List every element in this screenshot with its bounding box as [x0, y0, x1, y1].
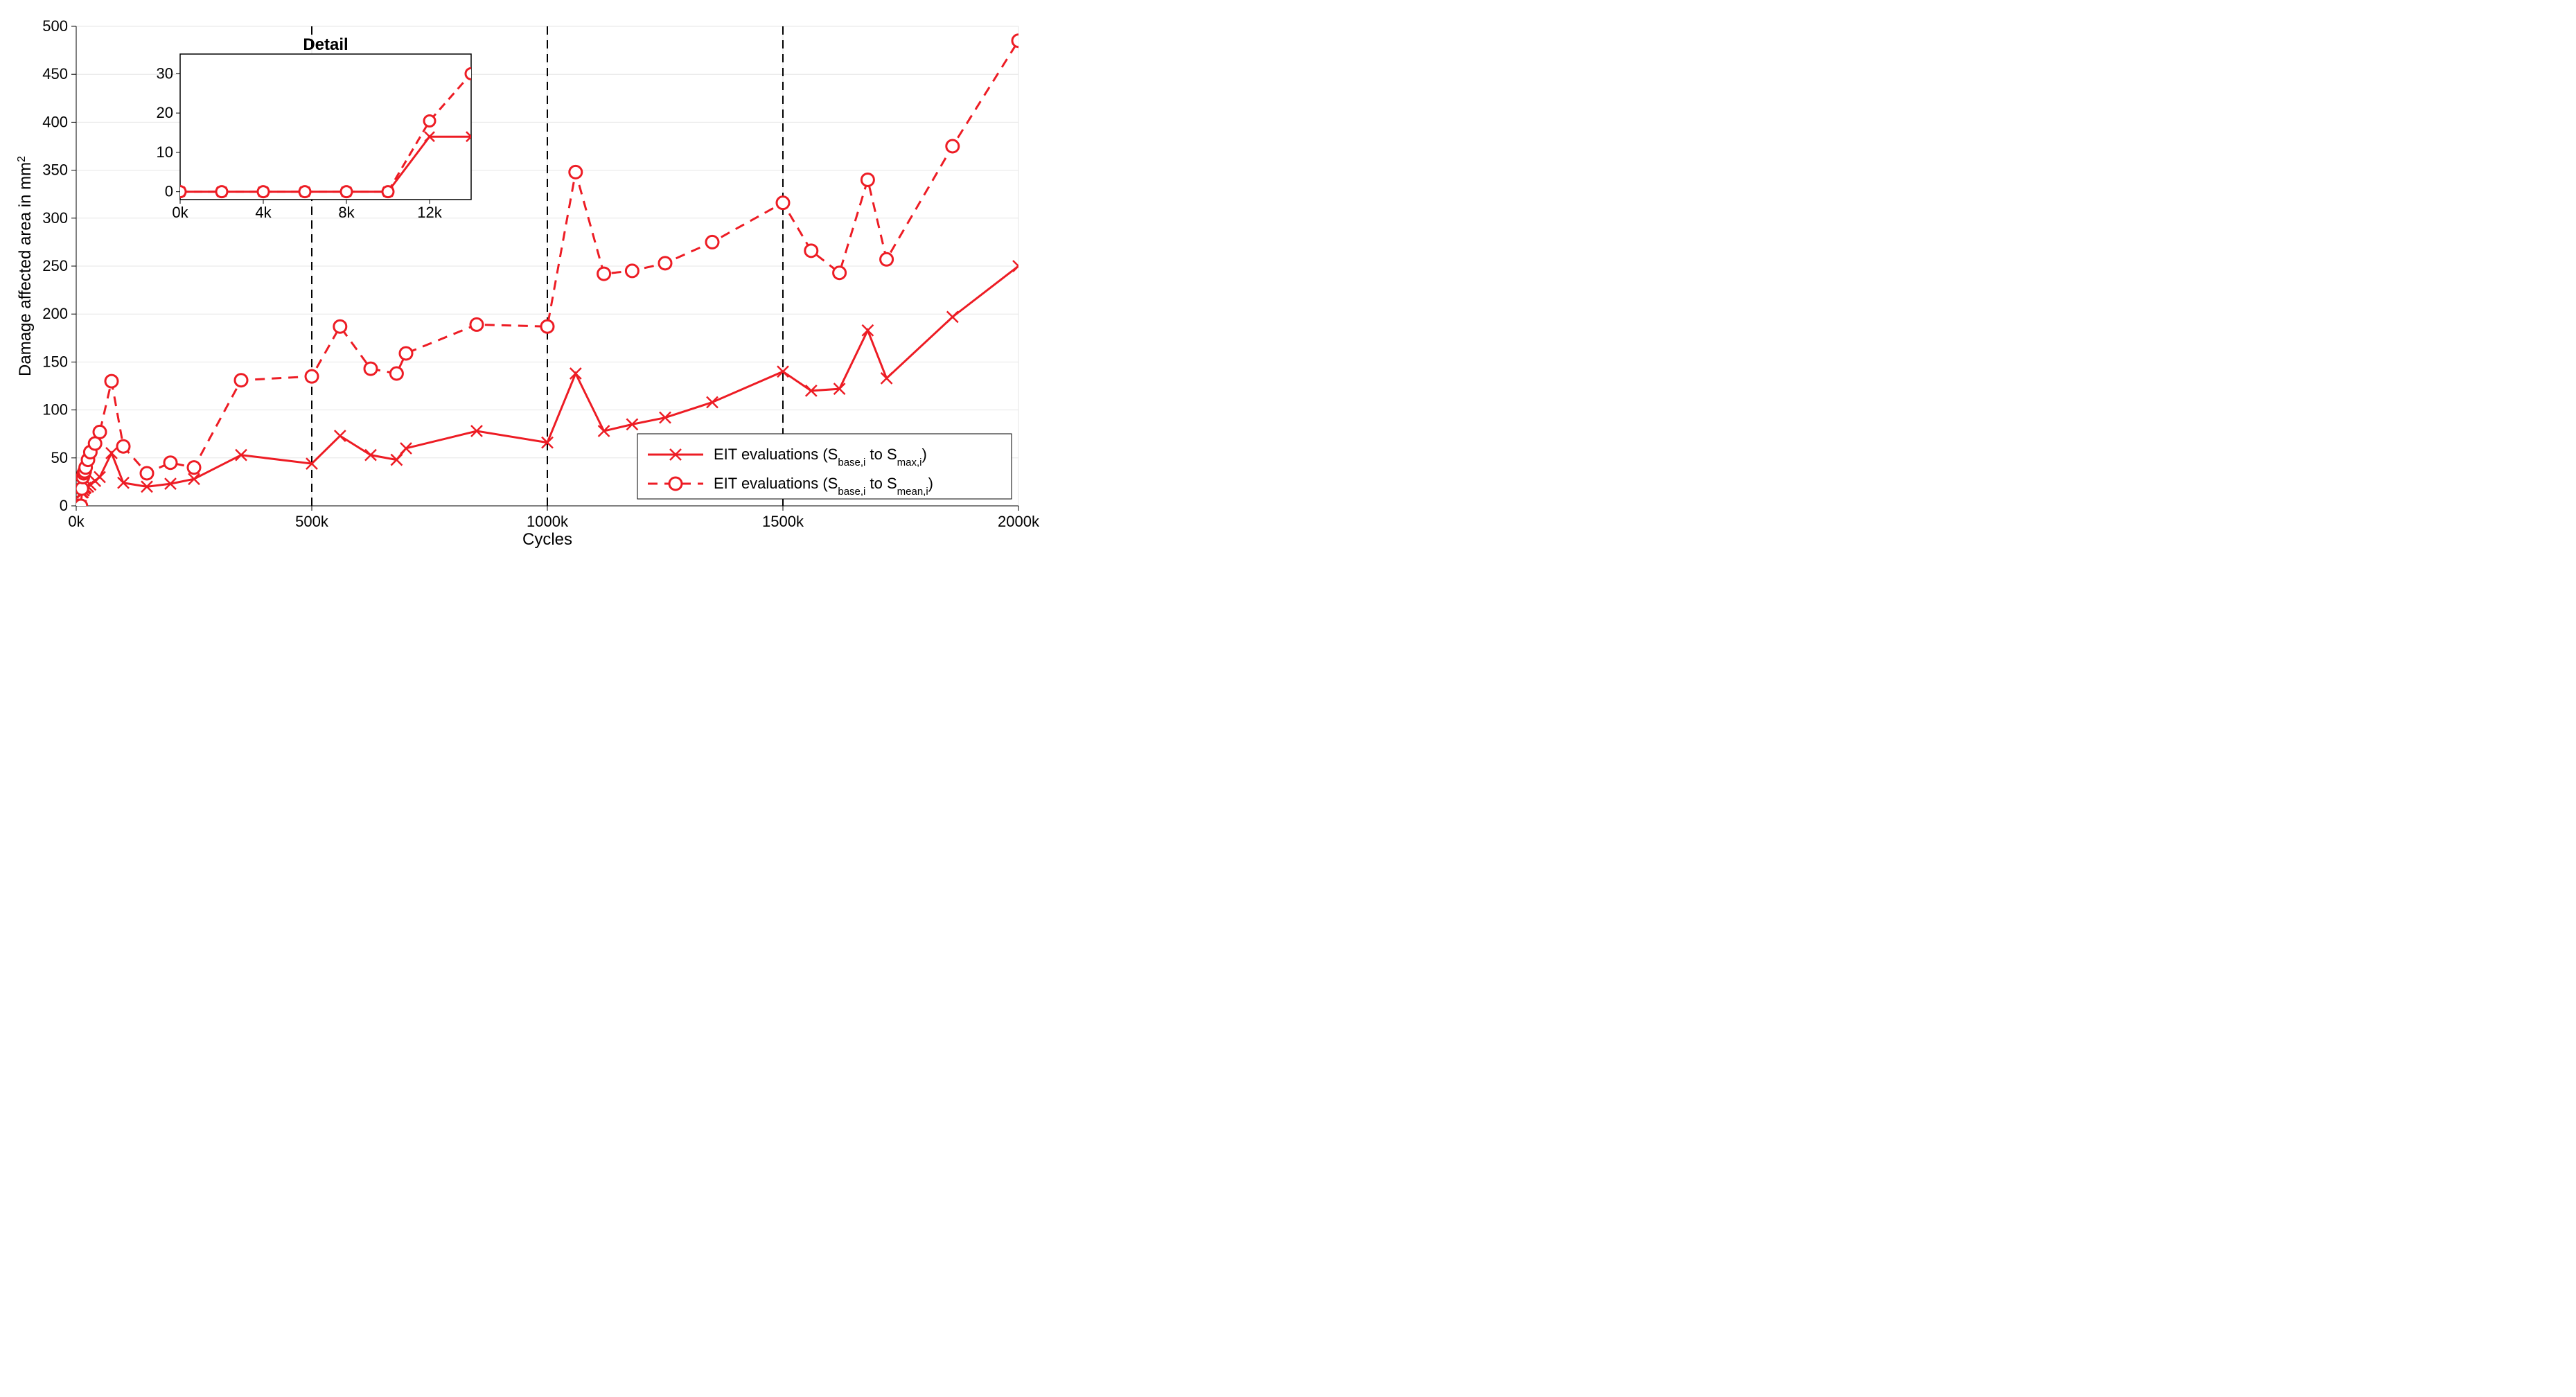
- x-tick-label: 0k: [68, 513, 85, 530]
- inset-x-tick-label: 0k: [172, 204, 188, 221]
- y-tick-label: 200: [42, 305, 68, 322]
- y-tick-label: 50: [51, 449, 68, 466]
- y-tick-label: 0: [60, 497, 68, 514]
- x-tick-label: 2000k: [998, 513, 1039, 530]
- y-tick-label: 100: [42, 401, 68, 419]
- inset-y-tick-label: 30: [157, 64, 173, 82]
- legend: EIT evaluations (Sbase,i to Smax,i)EIT e…: [637, 434, 1012, 499]
- inset-y-tick-label: 20: [157, 104, 173, 121]
- x-tick-label: 1500k: [762, 513, 804, 530]
- inset-y-tick-label: 10: [157, 143, 173, 161]
- inset-x-tick-label: 12k: [417, 204, 442, 221]
- x-tick-label: 500k: [295, 513, 329, 530]
- inset-x-tick-label: 4k: [255, 204, 272, 221]
- y-tick-label: 400: [42, 113, 68, 130]
- y-tick-label: 450: [42, 65, 68, 82]
- y-tick-label: 350: [42, 161, 68, 179]
- y-tick-label: 150: [42, 353, 68, 370]
- y-axis-label: Damage affected area in mm2: [16, 156, 35, 376]
- inset-x-tick-label: 8k: [338, 204, 355, 221]
- inset-y-tick-label: 0: [165, 183, 173, 200]
- y-tick-label: 250: [42, 257, 68, 274]
- inset-title: Detail: [303, 35, 348, 54]
- main-chart: 0k500k1000k1500k2000k0501001502002503003…: [14, 14, 1039, 554]
- y-tick-label: 500: [42, 17, 68, 35]
- x-axis-label: Cycles: [522, 530, 572, 549]
- chart-container: 0k500k1000k1500k2000k0501001502002503003…: [14, 14, 1039, 554]
- x-tick-label: 1000k: [527, 513, 569, 530]
- y-tick-label: 300: [42, 209, 68, 227]
- inset-chart: Detail 0k 4k 8k 12k 0 10 20 30: [157, 35, 477, 221]
